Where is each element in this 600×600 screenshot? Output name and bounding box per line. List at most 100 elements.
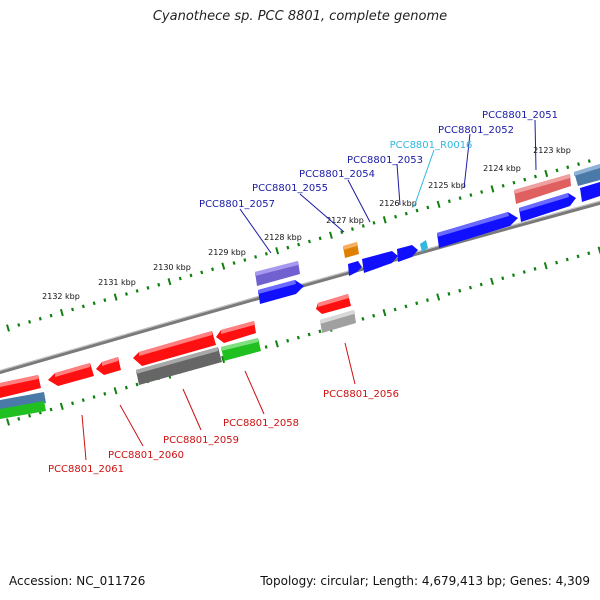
- tick-mark: [576, 254, 580, 259]
- genome-summary-text: Topology: circular; Length: 4,679,413 bp…: [260, 574, 590, 588]
- tick-mark: [59, 402, 64, 410]
- gene-pcc8801-2053[interactable]: [437, 212, 518, 248]
- tick-mark: [372, 221, 376, 225]
- gene-label-2058[interactable]: PCC8801_2058: [223, 418, 299, 429]
- tick-mark: [458, 288, 462, 293]
- tick-mark: [577, 162, 581, 167]
- tick-mark: [543, 262, 548, 270]
- kbp-label: 2126 kbp: [379, 199, 417, 208]
- gene-label-2054[interactable]: PCC8801_2054: [299, 169, 375, 180]
- kbp-label: 2132 kbp: [42, 292, 80, 301]
- tick-mark: [555, 168, 559, 173]
- gene-label-2061[interactable]: PCC8801_2061: [48, 464, 124, 475]
- tick-mark: [71, 307, 75, 312]
- gene-pcc8801-2061[interactable]: [0, 363, 94, 419]
- kbp-label: 2127 kbp: [326, 216, 364, 225]
- tick-mark: [555, 260, 559, 265]
- gene-label-2055[interactable]: PCC8801_2055: [252, 183, 328, 194]
- kbp-label: 2130 kbp: [153, 263, 191, 272]
- tick-mark: [587, 251, 591, 256]
- tick-mark: [124, 385, 128, 390]
- kbp-label: 2128 kbp: [264, 233, 302, 242]
- gene-pcc8801-2058[interactable]: [216, 321, 261, 361]
- tick-mark: [264, 345, 268, 349]
- tick-mark: [458, 196, 462, 201]
- tick-mark: [103, 298, 107, 303]
- gene-label-2053[interactable]: PCC8801_2053: [347, 155, 423, 166]
- kbp-label: 2123 kbp: [533, 146, 571, 155]
- tick-mark: [38, 316, 42, 321]
- tick-mark: [394, 214, 398, 219]
- tick-mark: [221, 262, 226, 270]
- gene-label-2057[interactable]: PCC8801_2057: [199, 199, 275, 210]
- gene-pcc8801-2057[interactable]: [255, 261, 304, 304]
- tick-mark: [512, 180, 516, 185]
- label-connectors: [81, 119, 537, 461]
- tick-mark: [275, 247, 280, 255]
- gene-label-r0016[interactable]: PCC8801_R0016: [390, 140, 473, 151]
- gene-pcc8801-2054[interactable]: [348, 245, 418, 276]
- tick-mark: [361, 316, 365, 321]
- tick-mark: [211, 267, 215, 272]
- tick-mark: [17, 416, 21, 421]
- tick-mark: [566, 165, 570, 170]
- tick-mark: [501, 183, 505, 188]
- tick-mark: [49, 407, 53, 412]
- gene-pcc8801-2059[interactable]: [133, 331, 222, 385]
- tick-mark: [81, 398, 85, 403]
- tick-mark: [113, 387, 118, 395]
- tick-mark: [254, 255, 258, 259]
- tick-mark: [318, 329, 322, 334]
- tick-mark: [103, 392, 107, 396]
- tick-mark: [447, 199, 451, 204]
- gene-pcc8801-2052[interactable]: [514, 174, 571, 204]
- gene-label-group: PCC8801_2051 PCC8801_2052 PCC8801_R0016 …: [48, 110, 558, 475]
- tick-mark: [92, 301, 96, 306]
- accession-text: Accession: NC_011726: [9, 574, 146, 588]
- gene-pcc8801-r0016[interactable]: [420, 240, 428, 252]
- tick-mark: [243, 258, 247, 262]
- tick-mark: [447, 291, 451, 296]
- tick-mark: [361, 224, 365, 228]
- kbp-label: 2131 kbp: [98, 278, 136, 287]
- tick-mark: [232, 261, 236, 265]
- tick-mark: [296, 335, 300, 340]
- tick-mark: [436, 200, 441, 208]
- gene-pcc8801-2051[interactable]: [574, 164, 600, 186]
- tick-mark: [17, 323, 21, 327]
- tick-mark: [382, 216, 387, 224]
- tick-mark: [469, 193, 473, 197]
- gene-label-2052[interactable]: PCC8801_2052: [438, 125, 514, 136]
- tick-mark: [157, 282, 161, 287]
- gene-pcc8801-2052-blue[interactable]: [519, 193, 576, 222]
- tick-mark: [404, 211, 408, 216]
- tick-mark: [426, 205, 430, 210]
- tick-mark: [565, 257, 569, 262]
- tick-mark: [264, 251, 268, 256]
- tick-mark: [189, 273, 193, 278]
- tick-mark: [490, 277, 494, 285]
- tick-mark: [501, 276, 505, 281]
- gene-pcc8801-2055[interactable]: [343, 242, 359, 258]
- lower-tick-ring: [6, 246, 600, 426]
- gene-label-2060[interactable]: PCC8801_2060: [108, 450, 184, 461]
- tick-mark: [468, 285, 472, 290]
- tick-mark: [200, 270, 204, 275]
- tick-mark: [124, 292, 128, 296]
- gene-label-2056[interactable]: PCC8801_2056: [323, 389, 399, 400]
- gene-pcc8801-2051-blue[interactable]: [580, 182, 600, 202]
- tick-mark: [490, 185, 495, 193]
- tick-mark: [297, 242, 301, 247]
- tick-mark: [480, 190, 484, 194]
- tick-mark: [404, 304, 408, 309]
- tick-mark: [178, 276, 182, 281]
- tick-mark: [135, 382, 139, 387]
- gene-pcc8801-2056[interactable]: [316, 294, 356, 333]
- tick-mark: [479, 282, 483, 287]
- tick-mark: [146, 285, 150, 290]
- gene-label-2059[interactable]: PCC8801_2059: [163, 435, 239, 446]
- tick-mark: [533, 174, 537, 179]
- gene-pcc8801-2060[interactable]: [96, 357, 121, 375]
- gene-label-2051[interactable]: PCC8801_2051: [482, 110, 558, 121]
